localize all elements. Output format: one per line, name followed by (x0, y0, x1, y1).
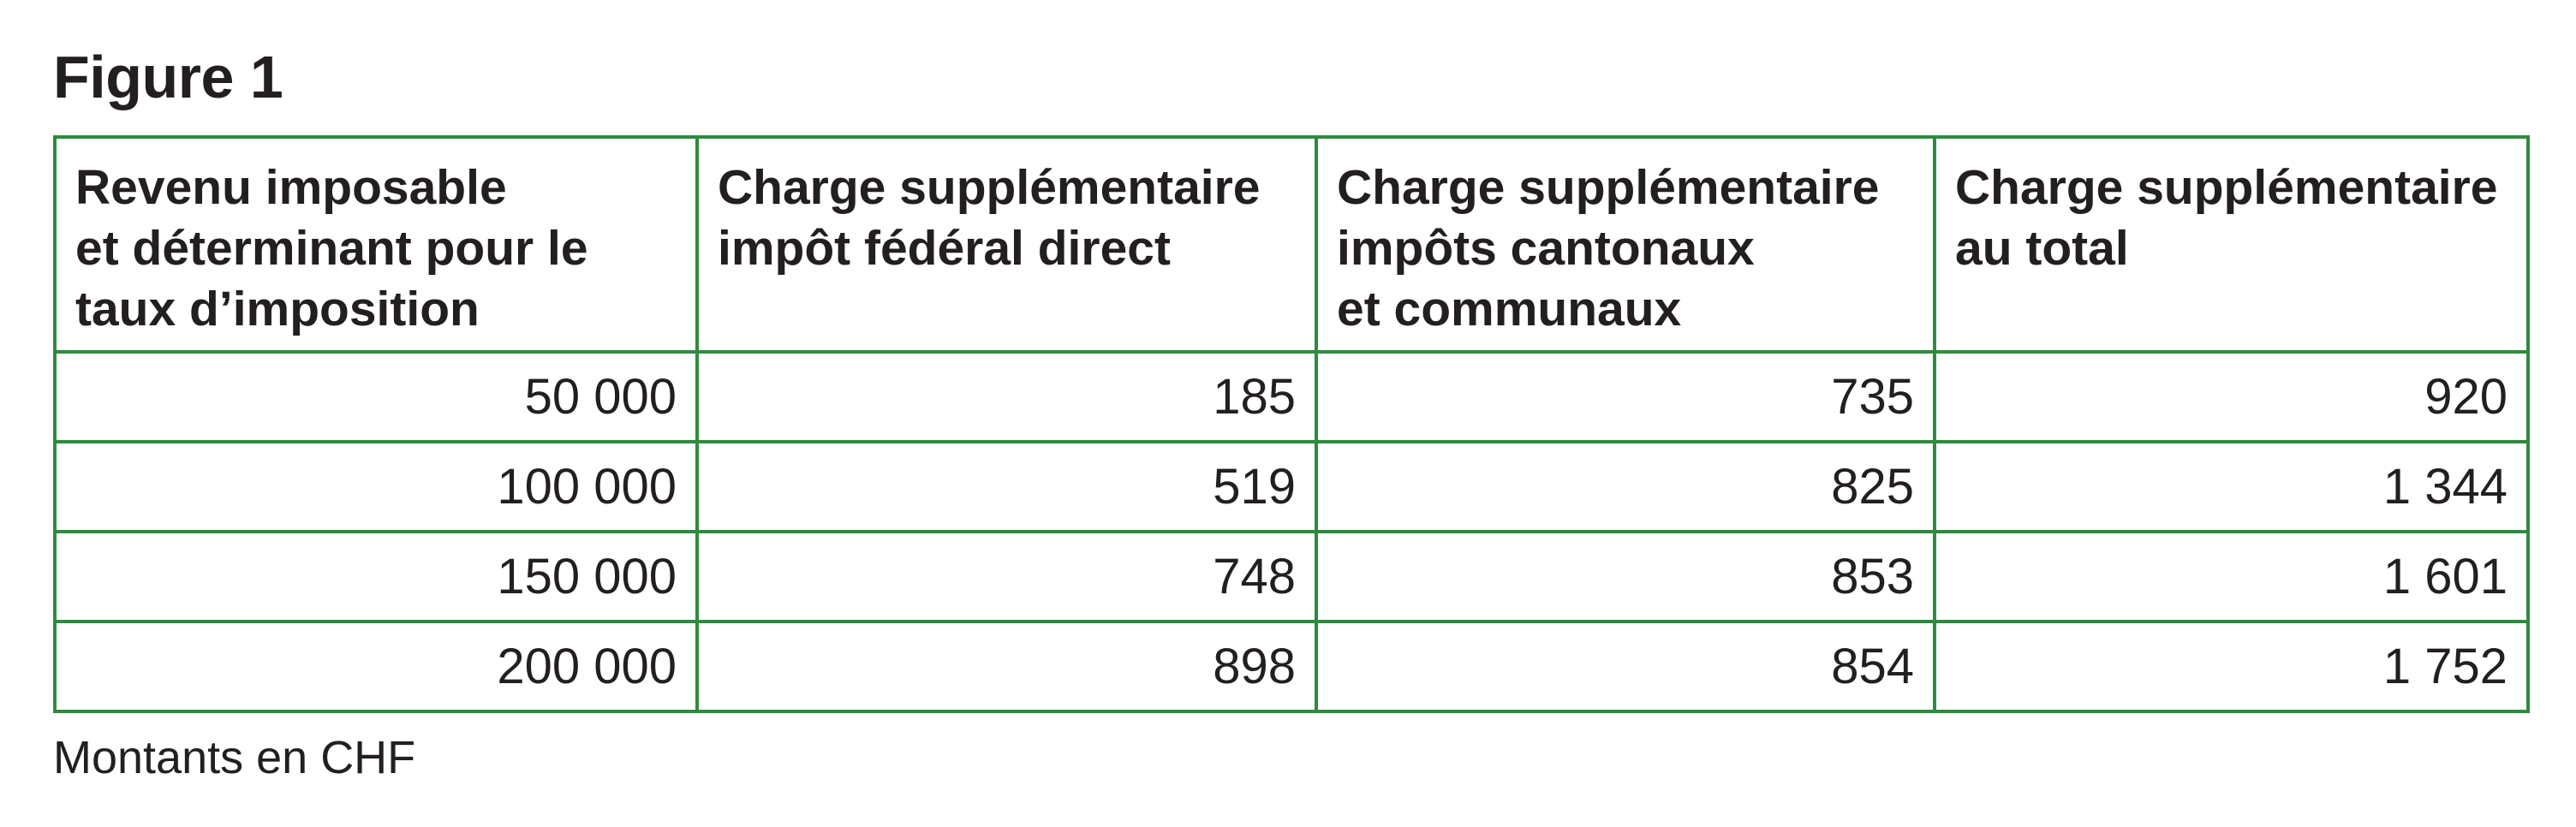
cell-cantonal: 854 (1315, 620, 1936, 713)
header-line: Revenu imposable (75, 160, 507, 215)
cell-revenu: 100 000 (53, 440, 699, 533)
header-line: et communaux (1337, 282, 1682, 336)
header-line: Charge supplémentaire (1955, 160, 2498, 215)
header-line: Charge supplémentaire (1337, 160, 1880, 215)
header-impot-federal: Charge supplémentaire impôt fédéral dire… (695, 135, 1318, 354)
cell-revenu: 50 000 (53, 350, 699, 443)
cell-cantonal: 825 (1315, 440, 1936, 533)
cell-cantonal: 853 (1315, 530, 1936, 623)
cell-total: 1 752 (1933, 620, 2530, 713)
header-line: et déterminant pour le (75, 221, 588, 276)
header-revenu-imposable: Revenu imposable et déterminant pour le … (53, 135, 699, 354)
table-row: 150 000 748 853 1 601 (53, 530, 2530, 623)
cell-total: 1 344 (1933, 440, 2530, 533)
table-row: 50 000 185 735 920 (53, 350, 2530, 443)
header-line: au total (1955, 221, 2129, 276)
data-table: Revenu imposable et déterminant pour le … (53, 135, 2530, 713)
cell-federal: 898 (695, 620, 1318, 713)
table-header-row: Revenu imposable et déterminant pour le … (53, 135, 2530, 354)
header-total: Charge supplémentaire au total (1933, 135, 2530, 354)
table-row: 200 000 898 854 1 752 (53, 620, 2530, 713)
cell-revenu: 200 000 (53, 620, 699, 713)
cell-federal: 519 (695, 440, 1318, 533)
cell-federal: 748 (695, 530, 1318, 623)
header-line: impôt fédéral direct (718, 221, 1171, 276)
cell-revenu: 150 000 (53, 530, 699, 623)
header-line: taux d’imposition (75, 282, 480, 336)
cell-total: 1 601 (1933, 530, 2530, 623)
header-impots-cantonaux: Charge supplémentaire impôts cantonaux e… (1315, 135, 1936, 354)
header-line: Charge supplémentaire (718, 160, 1261, 215)
cell-cantonal: 735 (1315, 350, 1936, 443)
table-note: Montants en CHF (53, 732, 416, 783)
cell-total: 920 (1933, 350, 2530, 443)
table-row: 100 000 519 825 1 344 (53, 440, 2530, 533)
cell-federal: 185 (695, 350, 1318, 443)
header-line: impôts cantonaux (1337, 221, 1755, 276)
figure-title: Figure 1 (53, 44, 283, 110)
